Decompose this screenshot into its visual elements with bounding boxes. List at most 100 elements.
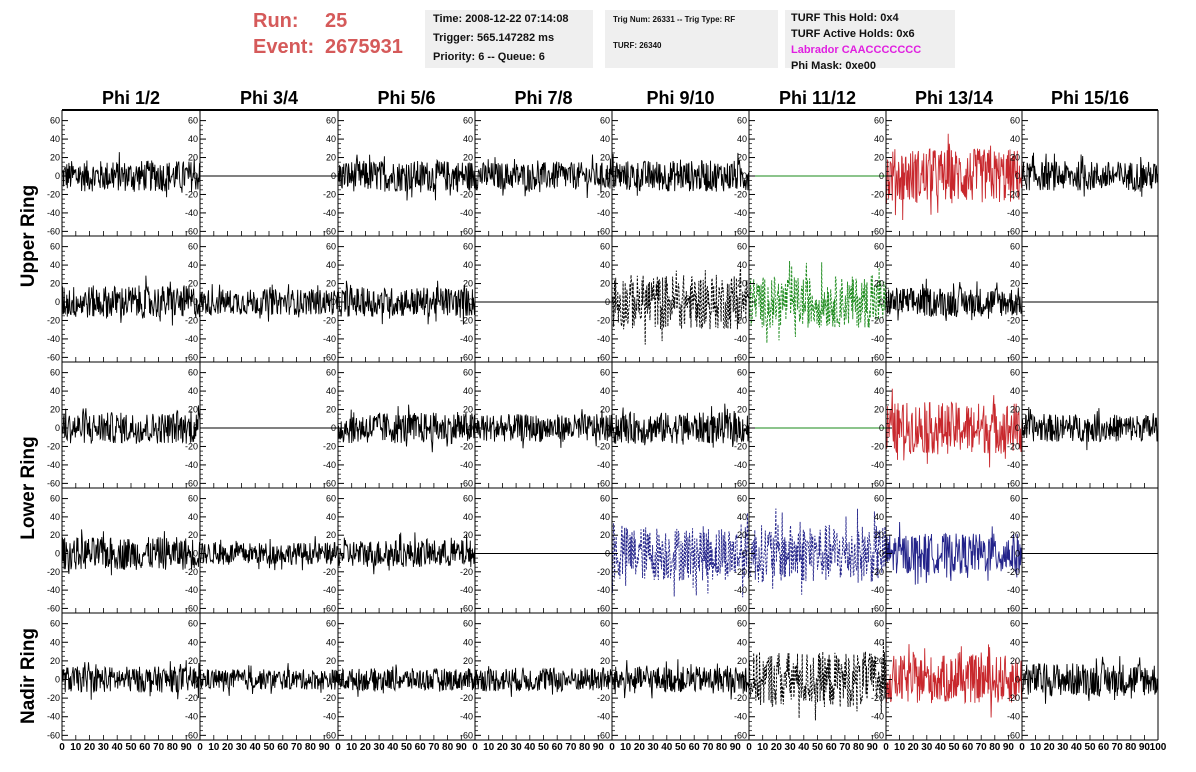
y-tick-label: 20	[737, 153, 747, 163]
y-tick-label: -60	[47, 226, 60, 236]
y-tick-label: 20	[1010, 405, 1020, 415]
y-tick-label: 60	[326, 116, 336, 126]
y-tick-label: 0	[1015, 171, 1020, 181]
turf-hold-info-box: TURF This Hold: 0x4 TURF Active Holds: 0…	[785, 10, 955, 72]
y-tick-label: -40	[734, 334, 747, 344]
y-tick-label: 20	[600, 656, 610, 666]
trig-num-text: Trig Num: 26331 -- Trig Type: RF	[613, 15, 736, 24]
y-tick-label: 0	[879, 675, 884, 685]
waveform-trace	[337, 532, 476, 575]
y-tick-label: 60	[463, 619, 473, 629]
x-tick-label: 30	[98, 742, 110, 753]
x-tick-label: 60	[962, 742, 974, 753]
y-tick-label: 20	[874, 279, 884, 289]
y-tick-label: 40	[50, 512, 60, 522]
y-tick-label: -40	[1007, 585, 1020, 595]
y-tick-label: 0	[742, 423, 747, 433]
x-tick-label: 70	[565, 742, 577, 753]
y-tick-label: 40	[326, 134, 336, 144]
y-tick-label: -20	[323, 441, 336, 451]
x-tick-label: 40	[250, 742, 262, 753]
y-tick-label: -60	[47, 352, 60, 362]
x-tick-label: 10	[208, 742, 220, 753]
y-tick-label: -40	[597, 334, 610, 344]
x-tick-label: 30	[374, 742, 386, 753]
y-tick-label: 40	[874, 512, 884, 522]
y-tick-label: 0	[879, 297, 884, 307]
y-tick-label: 40	[737, 386, 747, 396]
waveform-trace	[611, 266, 750, 345]
column-header: Phi 7/8	[514, 88, 572, 108]
y-tick-label: -60	[597, 352, 610, 362]
y-tick-label: 20	[600, 279, 610, 289]
y-tick-label: 60	[1010, 494, 1020, 504]
y-tick-label: -60	[871, 226, 884, 236]
x-tick-label: 60	[139, 742, 151, 753]
labrador-text: Labrador CAACCCCCCC	[791, 44, 922, 56]
x-tick-label: 20	[634, 742, 646, 753]
phi-mask-text: Phi Mask: 0xe00	[791, 60, 876, 72]
y-tick-label: 20	[1010, 530, 1020, 540]
y-tick-label: 60	[188, 494, 198, 504]
y-tick-label: 0	[331, 423, 336, 433]
y-tick-label: 40	[874, 637, 884, 647]
x-tick-label: 70	[839, 742, 851, 753]
y-tick-label: 60	[188, 116, 198, 126]
row-group-label: Lower Ring	[18, 436, 39, 539]
x-tick-label: 40	[112, 742, 124, 753]
y-tick-label: 40	[326, 512, 336, 522]
y-tick-label: -20	[185, 189, 198, 199]
x-tick-label: 20	[84, 742, 96, 753]
y-tick-label: 0	[193, 549, 198, 559]
waveform-trace	[199, 284, 339, 322]
y-tick-label: -20	[47, 693, 60, 703]
y-tick-label: 40	[874, 134, 884, 144]
x-tick-label: 90	[319, 742, 331, 753]
y-tick-label: -20	[734, 567, 747, 577]
y-tick-label: -40	[597, 712, 610, 722]
y-tick-label: -20	[1007, 189, 1020, 199]
y-tick-label: 20	[1010, 279, 1020, 289]
waveform-trace	[199, 663, 339, 696]
x-tick-label: 60	[826, 742, 838, 753]
y-tick-label: 60	[1010, 368, 1020, 378]
y-tick-label: 40	[50, 637, 60, 647]
y-tick-label: 40	[737, 260, 747, 270]
run-event-header: Run: 25 Event: 2675931	[253, 8, 403, 60]
x-tick-label: 10	[1030, 742, 1042, 753]
y-tick-label: -40	[460, 712, 473, 722]
y-tick-label: 40	[874, 386, 884, 396]
y-tick-label: 40	[326, 637, 336, 647]
waveform-trace	[199, 536, 339, 571]
y-tick-label: -40	[47, 585, 60, 595]
x-tick-label: 0	[1019, 742, 1025, 753]
waveform-trace	[885, 388, 1023, 468]
waveform-trace	[337, 154, 476, 201]
x-tick-label: 70	[428, 742, 440, 753]
y-tick-label: -20	[185, 441, 198, 451]
y-tick-label: 60	[600, 242, 610, 252]
priority-text: Priority: 6 -- Queue: 6	[433, 51, 545, 63]
y-tick-label: -60	[47, 730, 60, 740]
y-tick-label: -40	[185, 334, 198, 344]
y-tick-label: -60	[734, 226, 747, 236]
y-tick-label: -60	[597, 603, 610, 613]
waveform-trace	[885, 133, 1023, 221]
x-tick-label: 80	[989, 742, 1001, 753]
y-tick-label: -40	[734, 460, 747, 470]
y-tick-label: 60	[737, 368, 747, 378]
y-tick-label: -20	[871, 441, 884, 451]
y-tick-label: 0	[879, 549, 884, 559]
y-tick-label: 40	[188, 260, 198, 270]
y-tick-label: -20	[871, 567, 884, 577]
x-tick-label: 70	[976, 742, 988, 753]
y-tick-label: 0	[1015, 549, 1020, 559]
y-tick-label: -60	[734, 352, 747, 362]
y-tick-label: -60	[1007, 603, 1020, 613]
y-tick-label: -60	[871, 352, 884, 362]
y-tick-label: -40	[871, 208, 884, 218]
y-tick-label: -60	[460, 730, 473, 740]
y-tick-label: -40	[185, 712, 198, 722]
y-tick-label: 40	[188, 637, 198, 647]
y-tick-label: -60	[185, 352, 198, 362]
